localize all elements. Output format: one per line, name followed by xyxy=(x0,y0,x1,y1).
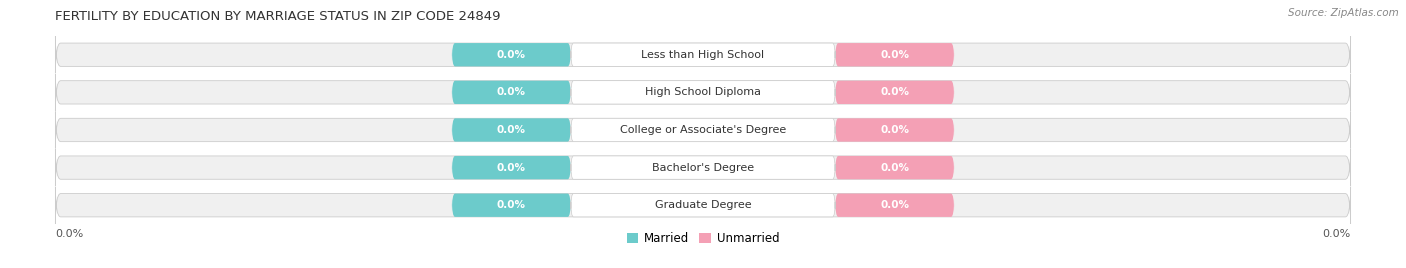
Text: Bachelor's Degree: Bachelor's Degree xyxy=(652,163,754,173)
Text: FERTILITY BY EDUCATION BY MARRIAGE STATUS IN ZIP CODE 24849: FERTILITY BY EDUCATION BY MARRIAGE STATU… xyxy=(55,10,501,23)
Text: 0.0%: 0.0% xyxy=(880,163,910,173)
FancyBboxPatch shape xyxy=(835,118,955,142)
FancyBboxPatch shape xyxy=(571,156,835,179)
Text: Less than High School: Less than High School xyxy=(641,50,765,60)
FancyBboxPatch shape xyxy=(55,111,1351,148)
Text: 0.0%: 0.0% xyxy=(880,50,910,60)
FancyBboxPatch shape xyxy=(55,187,1351,224)
Legend: Married, Unmarried: Married, Unmarried xyxy=(627,232,779,245)
Text: 0.0%: 0.0% xyxy=(880,200,910,210)
FancyBboxPatch shape xyxy=(451,156,571,179)
FancyBboxPatch shape xyxy=(835,156,955,179)
Text: 0.0%: 0.0% xyxy=(496,163,526,173)
FancyBboxPatch shape xyxy=(571,43,835,66)
Text: 0.0%: 0.0% xyxy=(496,50,526,60)
FancyBboxPatch shape xyxy=(571,193,835,217)
FancyBboxPatch shape xyxy=(55,36,1351,73)
FancyBboxPatch shape xyxy=(835,43,955,66)
FancyBboxPatch shape xyxy=(451,81,571,104)
Text: 0.0%: 0.0% xyxy=(1323,229,1351,239)
FancyBboxPatch shape xyxy=(571,81,835,104)
FancyBboxPatch shape xyxy=(835,81,955,104)
Text: 0.0%: 0.0% xyxy=(880,87,910,97)
Text: Source: ZipAtlas.com: Source: ZipAtlas.com xyxy=(1288,8,1399,18)
Text: 0.0%: 0.0% xyxy=(496,125,526,135)
FancyBboxPatch shape xyxy=(55,149,1351,186)
Text: College or Associate's Degree: College or Associate's Degree xyxy=(620,125,786,135)
FancyBboxPatch shape xyxy=(451,193,571,217)
FancyBboxPatch shape xyxy=(451,118,571,142)
Text: 0.0%: 0.0% xyxy=(496,87,526,97)
Text: High School Diploma: High School Diploma xyxy=(645,87,761,97)
Text: 0.0%: 0.0% xyxy=(496,200,526,210)
Text: 0.0%: 0.0% xyxy=(55,229,83,239)
FancyBboxPatch shape xyxy=(835,193,955,217)
FancyBboxPatch shape xyxy=(55,74,1351,111)
Text: 0.0%: 0.0% xyxy=(880,125,910,135)
FancyBboxPatch shape xyxy=(451,43,571,66)
Text: Graduate Degree: Graduate Degree xyxy=(655,200,751,210)
FancyBboxPatch shape xyxy=(571,118,835,142)
